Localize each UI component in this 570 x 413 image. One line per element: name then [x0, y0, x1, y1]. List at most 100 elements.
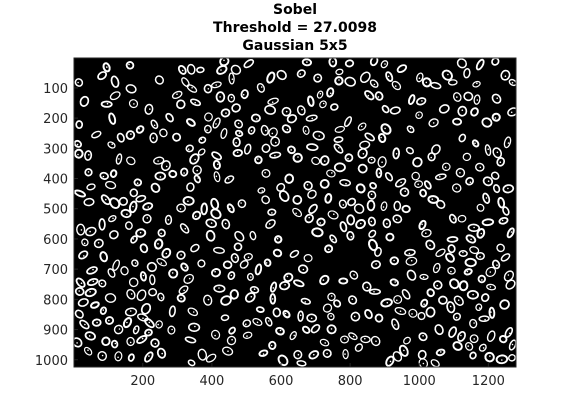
edge-speck: [507, 274, 510, 276]
cell-edge: [84, 287, 97, 298]
cell-edge: [156, 258, 167, 267]
edge-speck: [384, 63, 386, 65]
edge-speck: [394, 85, 397, 87]
cell-edge: [198, 136, 207, 144]
cell-edge: [129, 188, 139, 198]
cell-edge: [296, 69, 306, 78]
cell-edge: [185, 144, 194, 153]
cell-edge: [122, 317, 133, 329]
cell-edge: [281, 106, 292, 117]
cell-edge: [74, 78, 84, 87]
edge-speck: [507, 187, 509, 190]
cell-edge: [370, 260, 382, 270]
edge-speck: [268, 223, 271, 225]
edge-speck: [89, 291, 91, 293]
edge-speck: [417, 183, 420, 186]
cell-edge: [377, 156, 387, 168]
cell-edge: [463, 67, 471, 79]
cell-edge: [100, 194, 111, 206]
edge-speck: [333, 213, 335, 215]
cell-edge: [278, 190, 290, 202]
edge-speck: [279, 329, 282, 332]
cell-edge: [84, 331, 96, 341]
cell-edge: [126, 336, 135, 347]
edge-speck: [207, 298, 210, 301]
cell-edge: [362, 281, 372, 292]
cell-edge: [374, 91, 384, 101]
edge-speck: [215, 175, 218, 178]
cell-edge: [178, 285, 189, 295]
cell-edge: [313, 73, 323, 83]
cell-edge: [272, 248, 283, 258]
cell-edge: [389, 278, 400, 287]
axes-frame: [73, 57, 517, 368]
cell-edge: [125, 84, 137, 94]
y-tick-label: 700: [43, 263, 68, 278]
cell-edge: [125, 61, 135, 70]
edge-speck: [504, 75, 507, 77]
cell-edge: [190, 243, 200, 253]
edge-speck: [160, 232, 162, 235]
cell-edge: [125, 130, 136, 140]
edge-speck: [410, 259, 413, 262]
cell-edge: [234, 119, 244, 129]
cell-edge: [266, 71, 276, 84]
cell-edge: [478, 315, 490, 323]
cell-edge: [438, 295, 448, 305]
cell-edge: [100, 100, 113, 108]
edge-speck: [250, 295, 253, 298]
cell-edge: [406, 269, 417, 281]
cell-edge: [475, 58, 485, 71]
cell-edge: [274, 235, 283, 244]
cell-edge: [466, 289, 479, 300]
edge-speck: [265, 129, 267, 132]
edge-speck: [394, 324, 396, 326]
edge-speck: [229, 207, 231, 210]
cell-edge: [508, 354, 516, 362]
cell-edge: [176, 293, 186, 303]
cell-edge: [112, 259, 121, 271]
cell-edge: [329, 234, 338, 244]
edge-speck: [479, 166, 482, 169]
cell-edge: [105, 180, 117, 190]
cell-edge: [86, 277, 99, 287]
cell-edge: [203, 83, 213, 94]
edge-speck: [384, 127, 386, 130]
cell-edge: [491, 259, 501, 270]
cell-edge: [124, 221, 133, 230]
cell-edge: [319, 100, 327, 109]
edge-speck: [265, 262, 268, 264]
cell-edge: [98, 218, 106, 231]
cell-edge: [405, 256, 418, 266]
cell-edge: [463, 268, 473, 276]
cell-edge: [307, 189, 317, 199]
edge-speck: [161, 297, 163, 299]
cell-edge: [110, 75, 120, 88]
x-tick-label: 1000: [403, 374, 436, 389]
edge-speck: [194, 215, 197, 217]
cell-edge: [301, 58, 313, 67]
edge-speck: [261, 190, 264, 192]
cell-edge: [462, 152, 472, 162]
cell-edge: [441, 69, 453, 81]
cell-edge: [508, 339, 517, 351]
cell-edge: [385, 355, 395, 367]
edge-speck: [102, 175, 105, 178]
cell-edge: [476, 203, 485, 212]
cell-edge: [423, 180, 432, 190]
cell-edge: [327, 312, 335, 321]
edge-speck: [485, 197, 488, 199]
cell-edge: [343, 116, 353, 128]
cell-edge: [128, 200, 138, 214]
cell-edge: [344, 59, 355, 68]
edge-speck: [469, 181, 472, 183]
edge-speck: [487, 148, 490, 150]
cell-edge: [312, 130, 325, 141]
edge-speck: [353, 274, 355, 276]
x-tick-label: 600: [269, 374, 294, 389]
cell-edge: [79, 95, 90, 107]
cell-edge: [230, 64, 242, 75]
cell-edge: [109, 197, 121, 209]
edge-speck: [429, 244, 431, 247]
edge-speck: [180, 254, 182, 256]
